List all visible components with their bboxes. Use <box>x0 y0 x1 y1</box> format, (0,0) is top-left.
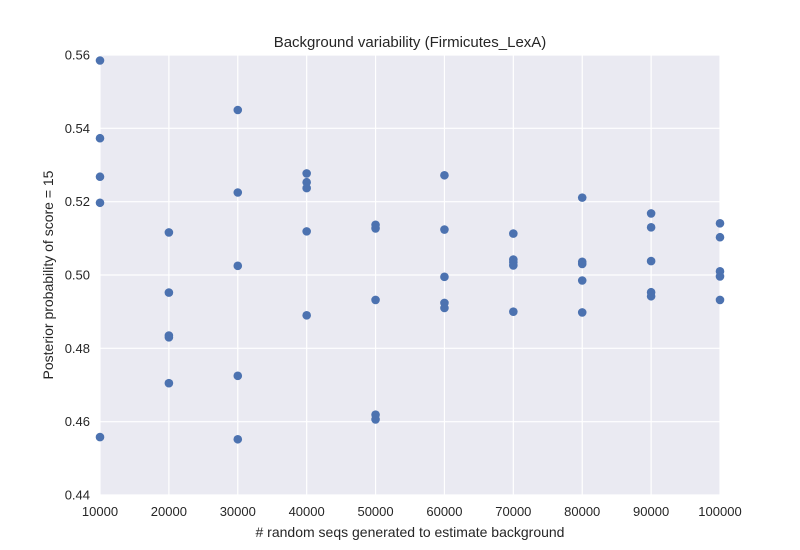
data-point <box>164 288 174 297</box>
data-point <box>233 105 243 115</box>
data-point <box>715 295 725 305</box>
data-point <box>233 188 243 197</box>
data-point <box>715 232 725 242</box>
data-point <box>440 225 449 234</box>
data-point <box>95 198 105 208</box>
y-axis-label: Posterior probability of score = 15 <box>40 170 56 379</box>
data-point <box>577 193 587 202</box>
y-tick-labels: 0.44 0.46 0.48 0.50 0.52 0.54 0.56 <box>65 48 90 503</box>
y-tick-label: 0.52 <box>65 194 90 209</box>
y-tick-label: 0.44 <box>65 488 90 503</box>
data-point <box>646 291 656 301</box>
x-tick-label: 20000 <box>151 504 187 519</box>
data-point <box>95 56 105 65</box>
data-point <box>164 333 174 342</box>
data-point <box>95 432 105 442</box>
x-tick-labels: 10000 20000 30000 40000 50000 60000 70000 80000… <box>82 504 742 519</box>
data-point <box>302 227 311 236</box>
data-point <box>233 371 243 381</box>
data-point <box>302 169 311 178</box>
data-point <box>233 434 243 444</box>
y-tick-label: 0.54 <box>65 121 90 136</box>
x-tick-label: 50000 <box>357 504 393 519</box>
x-tick-label: 70000 <box>495 504 531 519</box>
data-point <box>164 228 174 237</box>
data-point <box>715 219 725 228</box>
data-point <box>371 224 380 233</box>
data-point <box>509 229 518 238</box>
data-point <box>646 223 656 232</box>
data-point <box>646 209 656 218</box>
y-tick-label: 0.56 <box>65 48 90 63</box>
x-tick-label: 60000 <box>426 504 462 519</box>
x-tick-label: 30000 <box>220 504 256 519</box>
data-point <box>715 272 725 281</box>
x-tick-label: 100000 <box>698 504 741 519</box>
data-point <box>440 170 449 180</box>
data-points <box>95 56 725 444</box>
x-tick-label: 80000 <box>564 504 600 519</box>
data-point <box>509 307 518 316</box>
x-tick-label: 40000 <box>289 504 325 519</box>
data-point <box>302 311 311 320</box>
y-tick-label: 0.46 <box>65 414 90 429</box>
data-point <box>95 133 105 143</box>
data-point <box>371 415 380 424</box>
data-point <box>302 183 311 193</box>
x-tick-label: 90000 <box>633 504 669 519</box>
data-point <box>577 259 587 269</box>
data-point <box>371 295 380 305</box>
y-tick-label: 0.50 <box>65 268 90 283</box>
data-point <box>509 261 518 270</box>
data-point <box>440 272 449 282</box>
data-point <box>577 276 587 285</box>
x-axis-label: # random seqs generated to estimate back… <box>256 524 565 540</box>
data-point <box>95 172 105 182</box>
data-point <box>577 308 587 317</box>
data-point <box>646 256 656 266</box>
chart-title: Background variability (Firmicutes_LexA) <box>274 34 547 51</box>
data-point <box>164 378 174 388</box>
x-tick-label: 10000 <box>82 504 118 519</box>
data-point <box>233 261 243 271</box>
data-point <box>440 303 449 313</box>
y-tick-label: 0.48 <box>65 341 90 356</box>
